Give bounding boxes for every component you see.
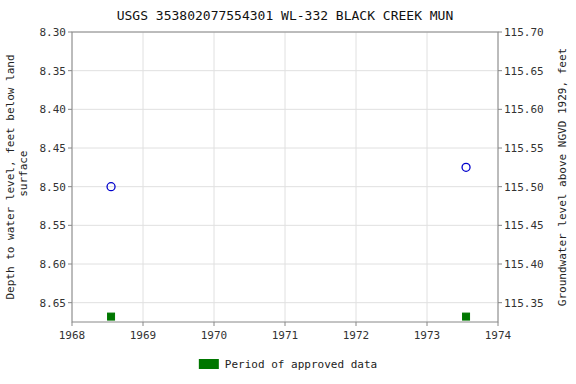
grid-line — [72, 302, 498, 303]
series — [107, 163, 470, 190]
tick-label: 8.55 — [40, 219, 67, 232]
point — [108, 313, 115, 320]
tick-label: 115.40 — [504, 258, 544, 271]
tick-label: 8.35 — [40, 65, 67, 78]
point — [107, 183, 115, 191]
point — [462, 163, 470, 171]
tick-mark — [68, 70, 72, 71]
tick-label: 115.55 — [504, 142, 544, 155]
tick-mark — [498, 70, 502, 71]
tick-label: 1969 — [130, 329, 157, 342]
legend-label: Period of approved data — [225, 358, 377, 371]
tick-mark — [427, 322, 428, 326]
tick-mark — [498, 109, 502, 110]
y2-axis: 115.70 115.65 115.60 115.55 115.50 115.45 115.… — [498, 26, 544, 310]
tick-mark — [498, 322, 499, 326]
axis-label-line: Depth to water level, feet below land — [4, 54, 17, 299]
tick-mark — [214, 322, 215, 326]
tick-mark — [498, 148, 502, 149]
tick-mark — [498, 264, 502, 265]
tick-label: 8.30 — [40, 26, 67, 39]
tick-mark — [498, 32, 502, 33]
grid-line — [72, 70, 498, 71]
tick-mark — [68, 148, 72, 149]
grid-line — [72, 186, 498, 187]
tick-mark — [68, 302, 72, 303]
x-axis: 1968 1969 1970 1971 1972 1973 1974 — [59, 322, 512, 342]
tick-mark — [356, 322, 357, 326]
grid-line — [72, 264, 498, 265]
series — [108, 313, 470, 320]
tick-label: 115.35 — [504, 297, 544, 310]
tick-mark — [68, 186, 72, 187]
y-axis: 8.30 8.35 8.40 8.45 8.50 8.55 8.60 8.65 — [40, 26, 73, 310]
tick-label: 1971 — [272, 329, 299, 342]
point — [463, 313, 470, 320]
tick-mark — [143, 322, 144, 326]
tick-mark — [72, 322, 73, 326]
plot-frame — [72, 32, 498, 322]
axis-label: Groundwater level above NGVD 1929, feet — [556, 48, 569, 306]
tick-label: 1970 — [201, 329, 228, 342]
grid-line — [427, 32, 428, 322]
tick-label: 1973 — [414, 329, 441, 342]
tick-label: 1968 — [59, 329, 86, 342]
grid-line — [214, 32, 215, 322]
tick-label: 8.40 — [40, 103, 67, 116]
chart: 1968 1969 1970 1971 1972 1973 1974 8.30 8.35 8.40… — [0, 0, 576, 384]
tick-label: 8.65 — [40, 297, 67, 310]
tick-mark — [68, 32, 72, 33]
tick-mark — [68, 264, 72, 265]
legend: Period of approved data — [199, 358, 377, 371]
tick-label: 115.70 — [504, 26, 544, 39]
legend-item: Period of approved data — [199, 358, 377, 371]
tick-mark — [498, 302, 502, 303]
title: USGS 353802077554301 WL-332 BLACK CREEK … — [117, 8, 454, 23]
grid-line — [356, 32, 357, 322]
tick-mark — [285, 322, 286, 326]
tick-label: 115.45 — [504, 219, 544, 232]
tick-mark — [68, 109, 72, 110]
grid-line — [285, 32, 286, 322]
tick-label: 8.50 — [40, 181, 67, 194]
tick-label: 8.60 — [40, 258, 67, 271]
tick-mark — [498, 186, 502, 187]
grid-line — [72, 225, 498, 226]
legend-swatch — [199, 359, 219, 369]
grid — [72, 32, 498, 322]
tick-label: 115.50 — [504, 181, 544, 194]
tick-mark — [68, 225, 72, 226]
marks — [107, 163, 470, 320]
grid-line — [72, 109, 498, 110]
grid-line — [143, 32, 144, 322]
tick-label: 115.60 — [504, 103, 544, 116]
tick-label: 1972 — [343, 329, 370, 342]
axis-label-line: surface — [17, 151, 30, 204]
tick-label: 1974 — [485, 329, 512, 342]
grid-line — [72, 148, 498, 149]
tick-label: 8.45 — [40, 142, 67, 155]
axis-label: Depth to water level, feet below land su… — [4, 54, 30, 299]
tick-mark — [498, 225, 502, 226]
tick-label: 115.65 — [504, 65, 544, 78]
